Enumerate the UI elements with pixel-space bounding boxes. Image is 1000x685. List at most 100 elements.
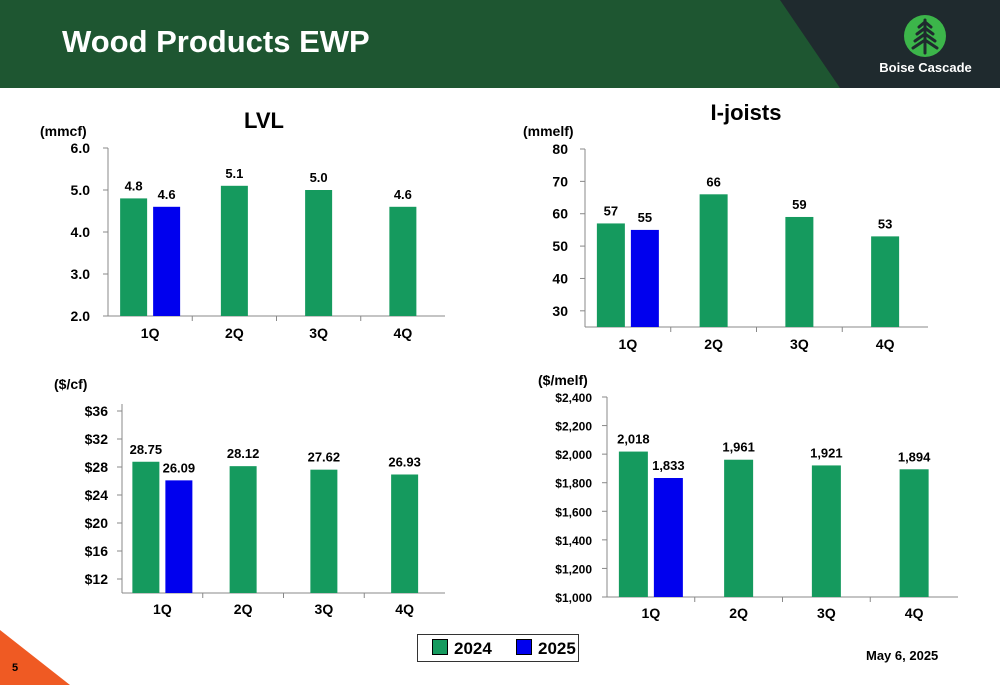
chart4-data-label: 2,018 <box>617 432 650 447</box>
chart4-data-label: 1,921 <box>810 445 843 460</box>
chart4-ytick-label: $2,000 <box>555 448 592 462</box>
chart3-ytick-label: $16 <box>85 543 109 559</box>
chart2-ytick-label: 50 <box>552 238 568 254</box>
chart1-bar-2025 <box>153 206 181 316</box>
chart2-data-label: 55 <box>638 210 652 225</box>
page-number: 5 <box>12 662 19 674</box>
chart3-bar-2024 <box>310 469 338 593</box>
chart1-data-label: 5.0 <box>310 170 328 185</box>
chart2-ytick-label: 70 <box>552 173 568 189</box>
chart1-ytick-label: 6.0 <box>71 140 91 156</box>
chart1-bar-2024 <box>120 198 148 316</box>
chart2-data-label: 59 <box>792 197 806 212</box>
chart3-ytick-label: $28 <box>85 459 109 475</box>
chart4-data-label: 1,961 <box>722 440 755 455</box>
chart4-data-label: 1,894 <box>898 449 931 464</box>
logo-text: Boise Cascade <box>879 60 972 75</box>
chart4-category-label: 3Q <box>817 605 836 621</box>
chart1-category-label: 3Q <box>309 325 328 341</box>
chart2-category-label: 4Q <box>876 336 895 352</box>
chart1-category-label: 1Q <box>141 325 160 341</box>
chart2-category-label: 1Q <box>619 336 638 352</box>
chart1-bar-2024 <box>305 190 333 316</box>
chart2-data-label: 57 <box>604 203 618 218</box>
chart1-data-label: 4.8 <box>125 178 143 193</box>
chart2-bar-2024 <box>785 216 814 327</box>
page-title: Wood Products EWP <box>62 24 370 59</box>
chart3-ytick-label: $12 <box>85 571 109 587</box>
chart1-category-label: 4Q <box>394 325 413 341</box>
chart2-ylabel: (mmelf) <box>523 123 574 139</box>
chart3-bar-2025 <box>165 480 193 593</box>
chart4-ylabel: ($/melf) <box>538 372 588 388</box>
chart1-category-label: 2Q <box>225 325 244 341</box>
chart1-data-label: 4.6 <box>158 187 176 202</box>
chart4-ytick-label: $2,200 <box>555 420 592 434</box>
legend-label-2025: 2025 <box>538 639 576 658</box>
legend-item-2024: 2024 <box>432 639 492 659</box>
chart2-data-label: 53 <box>878 216 892 231</box>
tree-icon <box>904 15 946 57</box>
chart3-ytick-label: $32 <box>85 431 109 447</box>
chart2-title: I-joists <box>711 100 782 125</box>
footer-date: May 6, 2025 <box>866 648 939 663</box>
legend: 2024 2025 <box>417 634 579 662</box>
chart3-bar-2024 <box>229 466 257 593</box>
chart4-bar-2025 <box>653 478 683 597</box>
chart4-category-label: 2Q <box>729 605 748 621</box>
chart2-bar-2024 <box>871 236 900 327</box>
chart2-ytick-label: 40 <box>552 270 568 286</box>
chart3-ylabel: ($/cf) <box>54 376 87 392</box>
chart1-ytick-label: 3.0 <box>71 266 91 282</box>
chart1-title: LVL <box>244 108 284 133</box>
chart1-data-label: 4.6 <box>394 187 412 202</box>
chart2-category-label: 2Q <box>704 336 723 352</box>
chart4-ytick-label: $2,400 <box>555 391 592 405</box>
chart4-data-label: 1,833 <box>652 458 685 473</box>
chart1-ytick-label: 2.0 <box>71 308 91 324</box>
chart3-category-label: 1Q <box>153 601 172 617</box>
chart3-bar-2024 <box>391 474 419 593</box>
chart2-bar-2024 <box>699 194 728 327</box>
chart2-ytick-label: 60 <box>552 206 568 222</box>
chart3-ytick-label: $24 <box>85 487 109 503</box>
legend-item-2025: 2025 <box>516 639 576 659</box>
chart4-ytick-label: $1,600 <box>555 505 592 519</box>
chart3-data-label: 28.12 <box>227 446 260 461</box>
boise-cascade-logo: Boise Cascade <box>868 14 983 80</box>
legend-swatch-2024 <box>432 639 448 655</box>
chart4-ytick-label: $1,000 <box>555 591 592 605</box>
chart3-data-label: 27.62 <box>308 450 341 465</box>
chart3-ytick-label: $36 <box>85 403 109 419</box>
legend-swatch-2025 <box>516 639 532 655</box>
chart2-bar-2025 <box>630 229 659 327</box>
chart3-category-label: 3Q <box>315 601 334 617</box>
chart1-data-label: 5.1 <box>225 166 243 181</box>
chart1-ylabel: (mmcf) <box>40 123 87 139</box>
chart3-category-label: 2Q <box>234 601 253 617</box>
chart2-ytick-label: 30 <box>552 303 568 319</box>
chart2-ytick-label: 80 <box>552 141 568 157</box>
chart4-ytick-label: $1,200 <box>555 562 592 576</box>
chart4-bar-2024 <box>899 469 929 597</box>
chart4-category-label: 1Q <box>642 605 661 621</box>
chart3-data-label: 28.75 <box>130 442 163 457</box>
chart4-bar-2024 <box>811 465 841 597</box>
chart1-ytick-label: 5.0 <box>71 182 91 198</box>
chart4-category-label: 4Q <box>905 605 924 621</box>
chart3-data-label: 26.09 <box>163 460 196 475</box>
chart3-data-label: 26.93 <box>388 454 421 469</box>
chart4-bar-2024 <box>724 459 754 597</box>
chart1-ytick-label: 4.0 <box>71 224 91 240</box>
chart4-ytick-label: $1,800 <box>555 477 592 491</box>
chart3-category-label: 4Q <box>395 601 414 617</box>
chart3-ytick-label: $20 <box>85 515 109 531</box>
chart3-bar-2024 <box>132 461 160 593</box>
chart2-bar-2024 <box>596 223 625 327</box>
chart1-bar-2024 <box>220 185 248 316</box>
chart4-ytick-label: $1,400 <box>555 534 592 548</box>
chart1-bar-2024 <box>389 206 417 316</box>
chart2-category-label: 3Q <box>790 336 809 352</box>
chart4-bar-2024 <box>618 451 648 597</box>
